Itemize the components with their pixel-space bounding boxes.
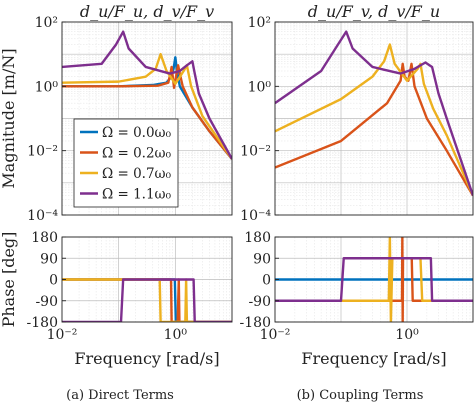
direct-phase-ytick-label: -180 [27,315,58,331]
direct-magnitude-ytick-label: 10⁰ [35,79,59,95]
direct-phase-line-omega-1.1 [62,278,232,322]
direct-phase-ytick-label: 180 [31,230,58,246]
direct-magnitude-ytick-label: 10⁻² [27,144,58,160]
coupling-magnitude-ytick-label: 10⁻² [240,144,271,160]
direct-magnitude-ytick-label: 10⁻⁴ [27,208,58,224]
coupling-magnitude-ytick-label: 10⁻⁴ [240,208,271,224]
direct-magnitude-ytick-label: 10² [35,15,58,31]
direct-phase-xlabel: Frequency [rad/s] [74,349,219,368]
coupling-magnitude-line-omega-1.1 [275,30,473,197]
coupling-phase-ytick-label: -180 [240,315,271,331]
coupling-phase-xtick-label: 10⁻² [260,327,291,343]
direct-magnitude-ylabel: Magnitude [m/N] [0,48,18,188]
direct-phase-ylabel: Phase [deg] [0,232,18,328]
direct-magnitude-line-omega-0.7 [62,52,232,160]
legend-entry-label: Ω = 0.2ω₀ [102,146,172,162]
direct-phase-xtick-label: 10⁻² [47,327,78,343]
direct-phase-ytick-label: 0 [49,273,58,289]
coupling-phase-series [275,237,473,322]
direct-magnitude-series [62,30,232,160]
coupling-magnitude-grid [275,22,473,215]
coupling-phase-ytick-label: 180 [244,230,271,246]
coupling-magnitude-axes: 10² 10⁰ 10⁻² 10⁻⁴ d_u/F_v, d_v/F_u [240,2,474,224]
coupling-phase-ytick-label: -90 [248,294,271,310]
coupling-magnitude-series [275,30,473,197]
direct-phase-series [62,278,232,322]
direct-magnitude-line-omega-0.2 [62,64,232,160]
legend-entry-label: Ω = 1.1ω₀ [102,187,172,203]
coupling-phase-ytick-label: 90 [253,251,271,267]
legend-entry-label: Ω = 0.7ω₀ [102,166,172,182]
legend-entry-label: Ω = 0.0ω₀ [102,125,172,141]
coupling-phase-line-omega-1.1 [275,257,473,302]
direct-phase-ytick-label: 90 [40,251,58,267]
coupling-phase-xlabel: Frequency [rad/s] [301,349,446,368]
coupling-magnitude-line-omega-0.7 [275,43,473,197]
direct-magnitude-title: d_u/F_u, d_v/F_v [80,2,214,21]
caption-left: (a) Direct Terms [66,388,174,403]
direct-magnitude-frame [61,21,233,216]
direct-phase-xtick-label: 10⁰ [164,327,188,343]
axes-layer: 10² 10⁰ 10⁻² 10⁻⁴ d_u/F_u, d_v/F_v Magnitude … [0,2,474,368]
coupling-magnitude-ytick-label: 10⁰ [248,79,272,95]
coupling-magnitude-title: d_u/F_v, d_v/F_u [308,2,440,21]
caption-right: (b) Coupling Terms [297,388,424,403]
direct-phase-ytick-label: -90 [35,294,58,310]
legend: Ω = 0.0ω₀ Ω = 0.2ω₀ Ω = 0.7ω₀ Ω = 1.1ω₀ [73,118,179,208]
coupling-phase-line-omega-0.7 [275,237,473,322]
direct-magnitude-line-omega-1.1 [62,30,232,160]
coupling-magnitude-ytick-label: 10² [248,15,271,31]
coupling-magnitude-frame [274,21,474,216]
coupling-phase-xtick-label: 10⁰ [395,327,419,343]
coupling-phase-ytick-label: 0 [262,273,271,289]
direct-magnitude-axes: 10² 10⁰ 10⁻² 10⁻⁴ d_u/F_u, d_v/F_v Magnitude … [0,2,233,224]
